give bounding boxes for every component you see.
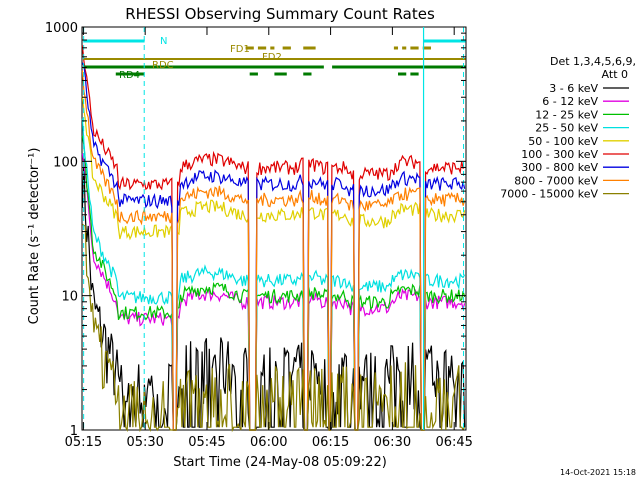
x-axis: 05:15 05:30 05:45 06:00 06:15 06:30 06:45 <box>65 27 473 450</box>
flag-label: FD2 <box>262 52 282 63</box>
legend-header-line1: Det 1,3,4,5,6,9, <box>550 55 636 68</box>
legend-item-label: 3 - 6 keV <box>549 82 598 95</box>
y-tick-label: 100 <box>53 155 78 170</box>
legend-item-label: 12 - 25 keV <box>535 108 598 121</box>
series-line <box>81 135 466 431</box>
series-line <box>81 118 466 431</box>
x-tick-label: 06:45 <box>435 435 472 450</box>
series-line <box>81 62 466 431</box>
legend-item-label: 50 - 100 keV <box>528 135 598 148</box>
legend-item-label: 800 - 7000 keV <box>514 174 598 187</box>
series-line <box>81 158 466 431</box>
plot-area: N FD1 FD2 RDC RD4 <box>81 26 467 433</box>
y-tick-label: 10 <box>61 290 78 305</box>
y-tick-label: 1000 <box>45 21 78 36</box>
x-tick-label: 05:45 <box>188 435 225 450</box>
legend-item-label: 300 - 800 keV <box>521 161 598 174</box>
flag-label: FD1 <box>230 44 250 55</box>
flag-label: N <box>160 36 167 47</box>
x-tick-label: 06:15 <box>312 435 349 450</box>
y-axis-label: Count Rate (s⁻¹ detector⁻¹) <box>27 148 42 325</box>
x-tick-label: 05:30 <box>126 435 163 450</box>
series-line <box>81 45 465 431</box>
flag-label: RD4 <box>119 70 140 81</box>
legend-header-line2: Att 0 <box>602 68 628 81</box>
series-line <box>81 96 466 431</box>
legend-item-label: 100 - 300 keV <box>521 148 598 161</box>
y-tick-label: 1 <box>70 424 78 439</box>
legend-item-label: 25 - 50 keV <box>535 122 598 135</box>
legend-item-label: 7000 - 15000 keV <box>500 188 598 201</box>
flag-label: RDC <box>152 60 174 71</box>
x-axis-label: Start Time (24-May-08 05:09:22) <box>173 455 387 470</box>
y-axis: 1 10 100 1000 <box>45 21 466 439</box>
x-tick-label: 06:30 <box>374 435 411 450</box>
legend-item-label: 6 - 12 keV <box>542 95 598 108</box>
x-tick-label: 06:00 <box>250 435 287 450</box>
chart-title: RHESSI Observing Summary Count Rates <box>125 5 435 23</box>
plot-frame <box>81 26 467 431</box>
x-tick-label: 05:15 <box>65 435 102 450</box>
series-line <box>81 153 466 431</box>
series-line <box>81 223 466 433</box>
series-line <box>81 70 466 431</box>
footer-date: 14-Oct-2021 15:18 <box>560 468 636 477</box>
